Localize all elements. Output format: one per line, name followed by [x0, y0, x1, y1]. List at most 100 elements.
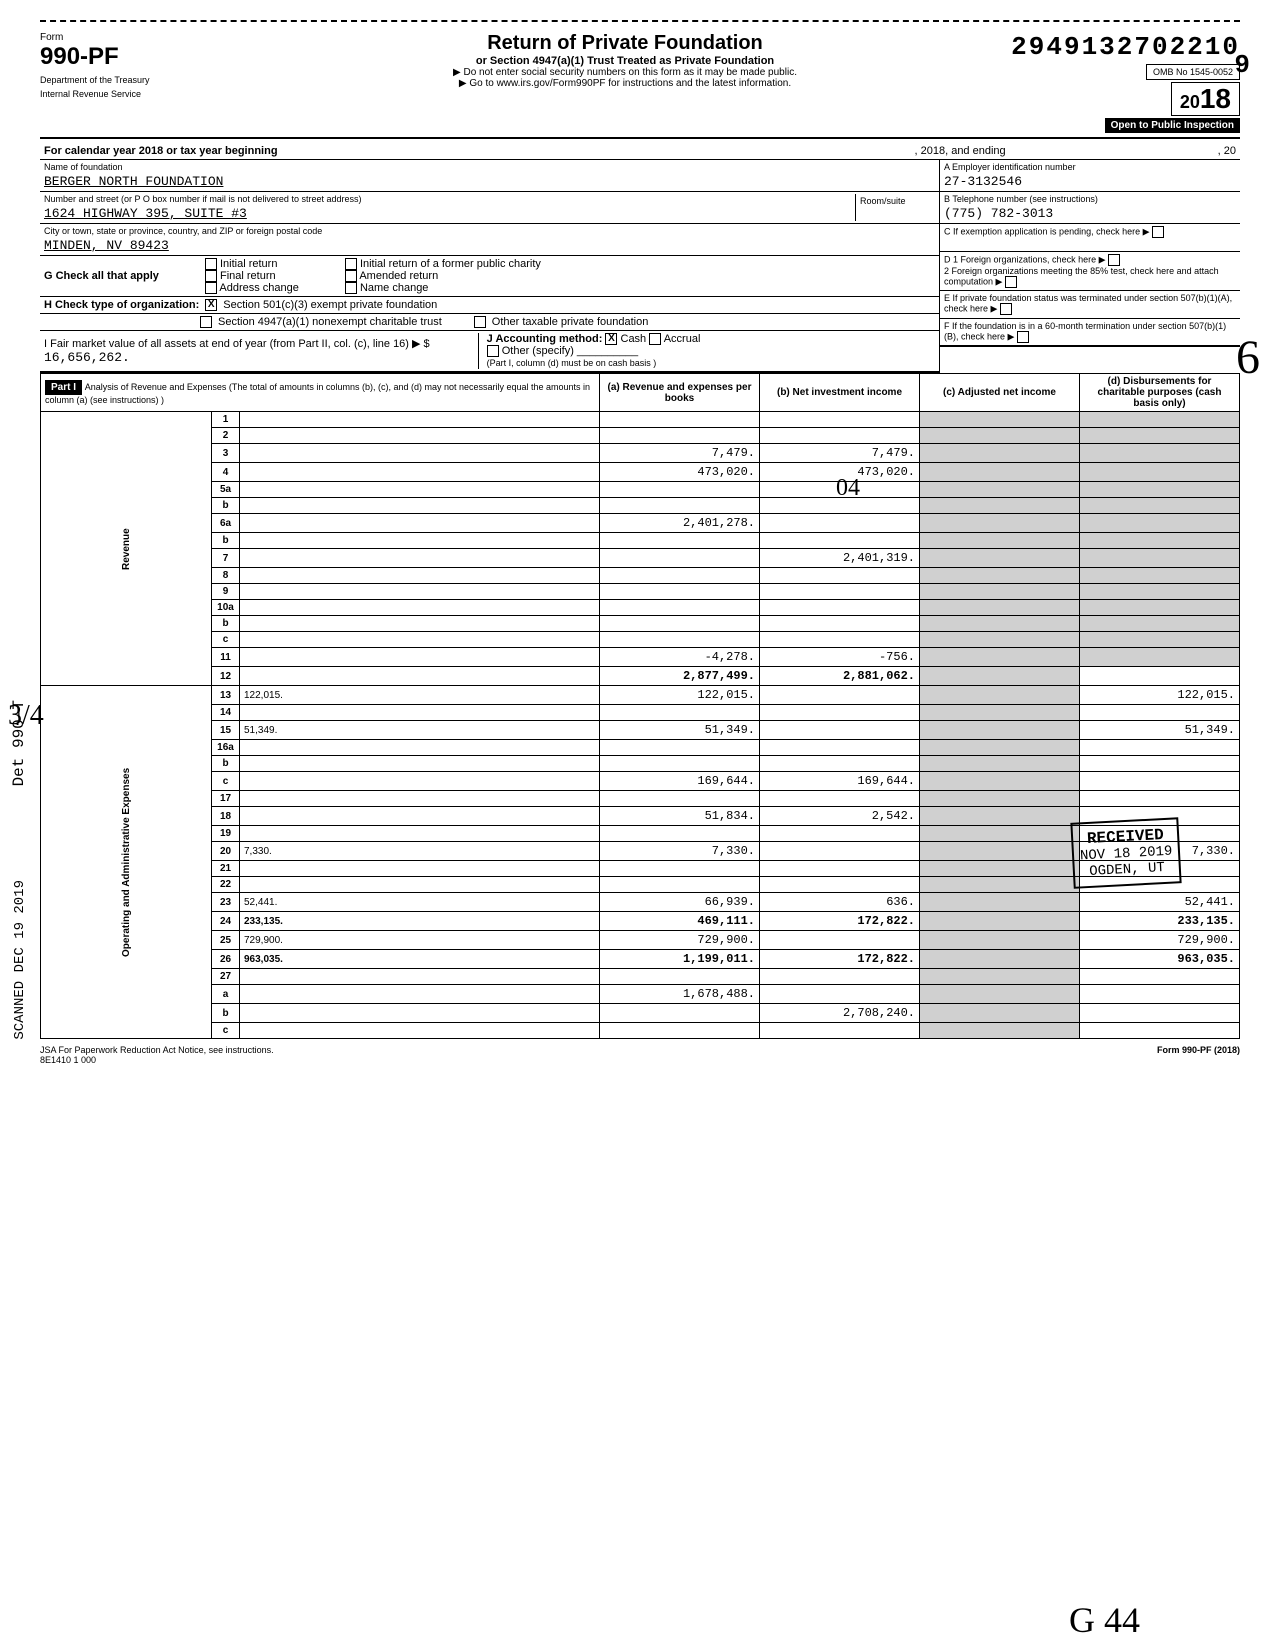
part1-header: Part I [45, 380, 82, 395]
j-other: Other (specify) [502, 345, 574, 357]
g-namechange-checkbox[interactable] [345, 282, 357, 294]
j-other-checkbox[interactable] [487, 345, 499, 357]
cell-c [920, 428, 1080, 444]
g-initial-checkbox[interactable] [205, 258, 217, 270]
cell-b [760, 861, 920, 877]
cell-b: 2,542. [760, 807, 920, 826]
g-final-checkbox[interactable] [205, 270, 217, 282]
col-c-header: (c) Adjusted net income [920, 374, 1080, 412]
cell-d [1080, 600, 1240, 616]
box-b: B Telephone number (see instructions) (7… [940, 192, 1240, 224]
j-cash: Cash [621, 333, 647, 345]
cell-b [760, 584, 920, 600]
cell-a [600, 826, 760, 842]
line-number: 10a [212, 600, 240, 616]
c-checkbox[interactable] [1152, 226, 1164, 238]
g-address-checkbox[interactable] [205, 282, 217, 294]
line-description [240, 826, 600, 842]
calendar-label: For calendar year 2018 or tax year begin… [44, 145, 278, 157]
cell-d [1080, 444, 1240, 463]
page-top-dash [40, 20, 1240, 22]
line-description [240, 428, 600, 444]
cell-d: 233,135. [1080, 912, 1240, 931]
d1-checkbox[interactable] [1108, 254, 1120, 266]
line-description: 729,900. [240, 931, 600, 950]
line-number: c [212, 632, 240, 648]
cell-b [760, 791, 920, 807]
cell-d [1080, 985, 1240, 1004]
line-description [240, 482, 600, 498]
h-4947-checkbox[interactable] [200, 316, 212, 328]
line-number: b [212, 498, 240, 514]
cell-a [600, 428, 760, 444]
cell-a [600, 412, 760, 428]
table-row: 1851,834.2,542. [41, 807, 1240, 826]
cell-c [920, 756, 1080, 772]
cell-a: 7,479. [600, 444, 760, 463]
line-description [240, 791, 600, 807]
table-row: 1551,349.51,349.51,349. [41, 721, 1240, 740]
cell-c [920, 969, 1080, 985]
line-number: 8 [212, 568, 240, 584]
cell-c [920, 877, 1080, 893]
line-description [240, 600, 600, 616]
line-number: 25 [212, 931, 240, 950]
h-501c3-checkbox[interactable]: X [205, 299, 217, 311]
e-checkbox[interactable] [1000, 303, 1012, 315]
line-description: 7,330. [240, 842, 600, 861]
cell-b [760, 428, 920, 444]
h-other-checkbox[interactable] [474, 316, 486, 328]
cell-a [600, 1023, 760, 1039]
cell-b: 169,644. [760, 772, 920, 791]
cell-d [1080, 463, 1240, 482]
cell-a [600, 756, 760, 772]
d2-checkbox[interactable] [1005, 276, 1017, 288]
city-row: City or town, state or province, country… [40, 224, 939, 256]
line-description [240, 1004, 600, 1023]
line-description [240, 740, 600, 756]
table-row: c [41, 632, 1240, 648]
box-f: F If the foundation is in a 60-month ter… [940, 319, 1240, 347]
cell-b [760, 632, 920, 648]
line-number: 1 [212, 412, 240, 428]
cell-b [760, 985, 920, 1004]
g-opt-4: Amended return [359, 270, 438, 282]
cell-d [1080, 428, 1240, 444]
cell-a: 66,939. [600, 893, 760, 912]
ein-value: 27-3132546 [944, 172, 1236, 189]
form-header: Form 990-PF Department of the Treasury I… [40, 32, 1240, 133]
cell-a: -4,278. [600, 648, 760, 667]
j-cash-checkbox[interactable]: X [605, 333, 617, 345]
cell-c [920, 772, 1080, 791]
g-opt-1: Final return [220, 270, 276, 282]
line-description [240, 877, 600, 893]
cell-c [920, 1023, 1080, 1039]
cell-b [760, 931, 920, 950]
cell-b: 172,822. [760, 912, 920, 931]
cell-c [920, 482, 1080, 498]
f-checkbox[interactable] [1017, 331, 1029, 343]
c-label: C If exemption application is pending, c… [944, 226, 1140, 236]
table-row: a1,678,488. [41, 985, 1240, 1004]
cell-a [600, 877, 760, 893]
line-number: 7 [212, 549, 240, 568]
cell-d: 51,349. [1080, 721, 1240, 740]
cell-a [600, 549, 760, 568]
cell-d [1080, 1023, 1240, 1039]
cell-d [1080, 969, 1240, 985]
table-row: b [41, 756, 1240, 772]
handwritten-04: 04 [836, 475, 860, 502]
part1-title: Analysis of Revenue and Expenses (The to… [45, 382, 590, 405]
line-description [240, 463, 600, 482]
calendar-mid: , 2018, and ending [915, 145, 1006, 157]
form-label: Form [40, 32, 270, 43]
g-amended-checkbox[interactable] [345, 270, 357, 282]
table-row: c169,644.169,644. [41, 772, 1240, 791]
line-description: 122,015. [240, 686, 600, 705]
cell-b [760, 568, 920, 584]
line-number: 19 [212, 826, 240, 842]
cell-c [920, 807, 1080, 826]
i-value: 16,656,262. [44, 348, 130, 365]
j-accrual-checkbox[interactable] [649, 333, 661, 345]
g-former-checkbox[interactable] [345, 258, 357, 270]
